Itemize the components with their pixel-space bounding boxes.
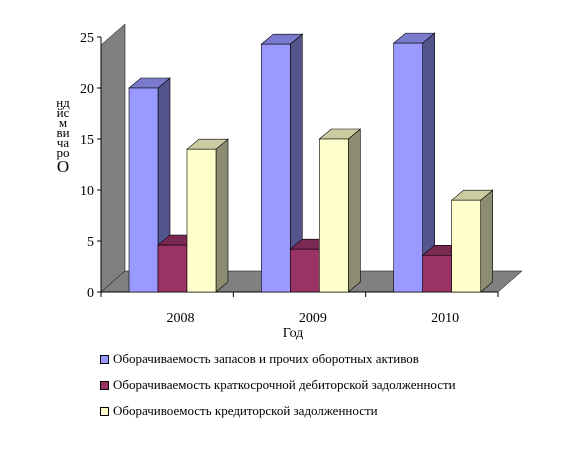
legend-swatch-3: [100, 406, 109, 416]
x-axis-title: Год: [283, 326, 304, 341]
x-tick-label: 2008: [167, 311, 195, 326]
y-tick-label: 15: [80, 133, 94, 148]
bar-side: [215, 138, 229, 293]
bar-payables: [318, 128, 362, 293]
y-tick-label: 25: [80, 31, 94, 46]
bar-inventory: [128, 77, 171, 293]
bar-front: [422, 254, 452, 293]
legend-label-3: Оборачивоемость кредиторской задолженнос…: [113, 403, 378, 418]
y-axis-label: ндйсмвичаро О: [56, 95, 70, 176]
bar-inventory: [392, 32, 436, 293]
legend-item: Оборачиваемость краткосрочной дебиторско…: [100, 372, 456, 398]
bar-front: [290, 248, 320, 293]
legend-swatch-1: [100, 354, 109, 364]
bar-front: [157, 244, 188, 293]
legend-swatch-2: [100, 380, 109, 390]
bar-front: [261, 43, 291, 293]
bar-front: [451, 199, 481, 293]
bar-front: [128, 87, 159, 293]
side-wall: [100, 23, 126, 293]
y-axis-label-top: ндйсмвичаро: [56, 95, 70, 160]
y-tick-label: 0: [87, 286, 94, 301]
bar-front: [186, 148, 217, 293]
bar-inventory: [260, 33, 304, 293]
legend-item: Оборачиваемость запасов и прочих оборотн…: [100, 346, 456, 372]
bar-side: [348, 128, 361, 293]
bar-payables: [186, 138, 229, 293]
legend-label-1: Оборачиваемость запасов и прочих оборотн…: [113, 351, 419, 366]
y-tick-label: 10: [80, 184, 94, 199]
bar-front: [319, 138, 349, 293]
x-tick-label: 2010: [431, 311, 459, 326]
bar-payables: [450, 189, 494, 293]
x-tick-label: 2009: [299, 311, 327, 326]
y-tick-label: 5: [87, 235, 94, 250]
legend: Оборачиваемость запасов и прочих оборотн…: [100, 346, 456, 424]
legend-item: Оборачивоемость кредиторской задолженнос…: [100, 398, 456, 424]
y-tick-label: 20: [80, 82, 94, 97]
legend-label-2: Оборачиваемость краткосрочной дебиторско…: [113, 377, 456, 392]
chart-labels: 0 5 10 15 20 25 2008 2009 2010 Год: [80, 31, 459, 341]
chart-bars: [128, 32, 494, 293]
bar-front: [393, 42, 423, 293]
y-axis-label-bottom: О: [56, 157, 70, 176]
bar-side: [480, 189, 493, 293]
